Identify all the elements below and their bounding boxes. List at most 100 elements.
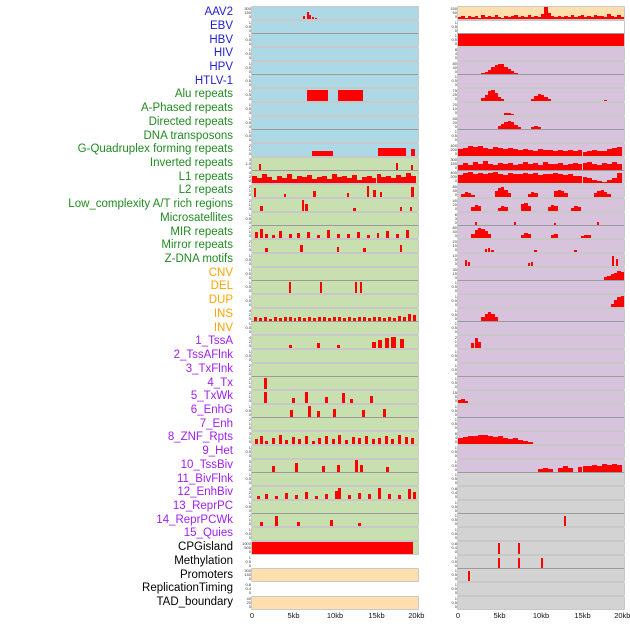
bar [487,163,493,170]
bar [527,262,530,266]
bar [275,496,279,500]
y-tick-label: 0.4 [245,586,251,592]
y-tick-label: 0 [248,233,251,239]
track-label: 6_EnhG [190,403,233,416]
right-track [458,569,624,582]
y-tick-label: 0 [454,192,457,198]
bar [542,468,548,472]
track-row: 8_ZNF_Rpts 3 1 0 8 4 0 [0,431,630,445]
bar [610,303,615,307]
bar [607,149,613,157]
y-tick-label: 0.4 [451,544,457,550]
bar [316,411,320,417]
y-tick-label: 0 [454,356,457,362]
right-y-axis: 1 0.5 0 [418,500,458,513]
y-tick-label: 1 [454,472,457,478]
x-axis: 0 5kb 10kb 15kb 20kb 0 5kb 10kb 15kb 20k… [0,610,630,624]
left-y-axis: 1 0.5 0 [238,48,252,60]
bar [487,435,493,445]
bar [351,174,357,184]
track-label: HIV [213,47,233,60]
bar [303,16,306,19]
bar [507,17,512,19]
left-track [252,20,418,33]
bar [550,16,555,19]
bar [404,437,408,445]
bar [507,147,513,157]
right-y-axis: 1 0.5 0 [418,569,458,581]
y-tick-label: 0 [454,480,457,486]
bar [401,176,407,184]
bar [265,233,269,239]
track-label: 13_ReprPC [172,499,233,512]
bar [487,234,492,239]
bar [522,148,528,157]
y-tick-label: 0 [248,576,251,582]
bar [472,147,478,157]
left-track [252,473,418,486]
bar [391,336,397,349]
left-y-axis: 1 0.5 0 [238,253,252,266]
left-track [252,459,418,472]
bar [487,15,492,19]
bar [522,161,528,170]
left-y-axis: 1 0.5 0 [238,445,252,458]
bar [330,520,333,527]
right-y-axis: 1 0.5 0 [418,555,458,568]
bar [464,400,468,403]
right-track [458,226,624,239]
track-label: 10_TssBiv [180,458,233,471]
y-tick-label: 1 [248,348,251,354]
y-tick-label: 0 [454,274,457,280]
y-tick-label: 2 [248,490,251,496]
y-tick-label: 10 [452,243,457,249]
bar [261,174,267,184]
bar [325,436,329,445]
bar [504,121,508,129]
y-tick-label: 0 [248,123,251,129]
bar [408,313,412,321]
bar [567,163,573,170]
y-tick-label: 0 [248,55,251,61]
left-y-axis: 1000 500 0 [238,541,252,554]
y-tick-label: 40 [452,115,457,121]
bar [577,466,583,472]
y-tick-label: 0 [454,233,457,239]
bar [494,15,498,19]
y-tick-label: 0.5 [245,215,251,221]
y-tick-label: 1 [248,403,251,409]
track-row: 12_EnhBiv 4 2 0 0.8 0.4 0 [0,486,630,500]
right-y-axis: 1 0.5 0 [418,514,458,526]
bar [511,16,515,19]
bar [587,15,591,19]
bar [507,69,512,74]
bar [471,206,475,211]
left-track [252,75,418,88]
right-track [458,240,624,253]
y-tick-label: 1 [454,458,457,464]
right-track [458,555,624,568]
bar [301,177,307,184]
y-tick-label: 0 [454,96,457,102]
bar [501,99,505,102]
track-row: L2 repeats 2 1 0 80 40 0 [0,184,630,198]
y-tick-label: 2 [248,239,251,245]
bar [255,232,259,239]
bar [504,66,508,74]
bar [532,163,538,170]
bar [467,435,473,445]
bar [524,232,528,239]
left-track [252,322,418,335]
track-row: HPV 1 0.5 0 80 40 0 [0,61,630,75]
bar [484,314,488,321]
y-tick-label: 0 [248,356,251,362]
y-tick-label: 0.8 [451,486,457,492]
bar [344,440,348,445]
bar [497,207,502,211]
bar [328,317,332,321]
bar [507,163,513,170]
bar [458,17,462,19]
bar [255,439,259,445]
right-y-axis: 1 0.5 0 [418,528,458,540]
